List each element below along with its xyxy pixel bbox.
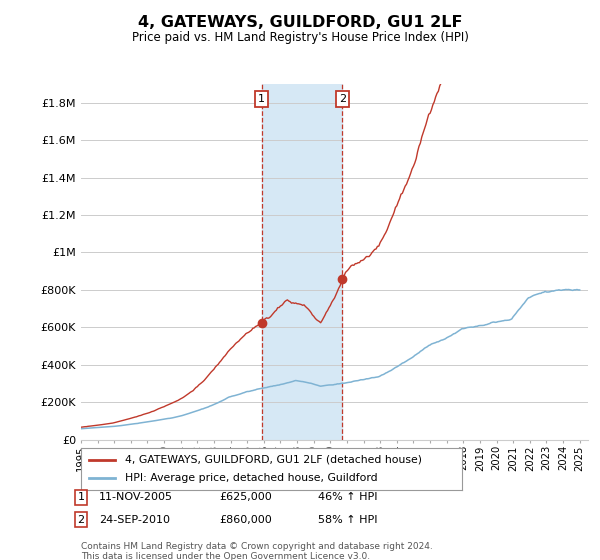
Text: 2: 2 xyxy=(77,515,85,525)
Text: £625,000: £625,000 xyxy=(219,492,272,502)
Text: 4, GATEWAYS, GUILDFORD, GU1 2LF (detached house): 4, GATEWAYS, GUILDFORD, GU1 2LF (detache… xyxy=(125,455,422,465)
Text: 2: 2 xyxy=(339,94,346,104)
Text: HPI: Average price, detached house, Guildford: HPI: Average price, detached house, Guil… xyxy=(125,473,377,483)
Text: 24-SEP-2010: 24-SEP-2010 xyxy=(99,515,170,525)
Text: Contains HM Land Registry data © Crown copyright and database right 2024.
This d: Contains HM Land Registry data © Crown c… xyxy=(81,542,433,560)
Bar xyxy=(262,84,343,440)
Text: 11-NOV-2005: 11-NOV-2005 xyxy=(99,492,173,502)
Text: 4, GATEWAYS, GUILDFORD, GU1 2LF: 4, GATEWAYS, GUILDFORD, GU1 2LF xyxy=(138,15,462,30)
Text: £860,000: £860,000 xyxy=(219,515,272,525)
Text: 1: 1 xyxy=(258,94,265,104)
Text: 58% ↑ HPI: 58% ↑ HPI xyxy=(318,515,377,525)
Text: Price paid vs. HM Land Registry's House Price Index (HPI): Price paid vs. HM Land Registry's House … xyxy=(131,31,469,44)
Text: 46% ↑ HPI: 46% ↑ HPI xyxy=(318,492,377,502)
Text: 1: 1 xyxy=(77,492,85,502)
